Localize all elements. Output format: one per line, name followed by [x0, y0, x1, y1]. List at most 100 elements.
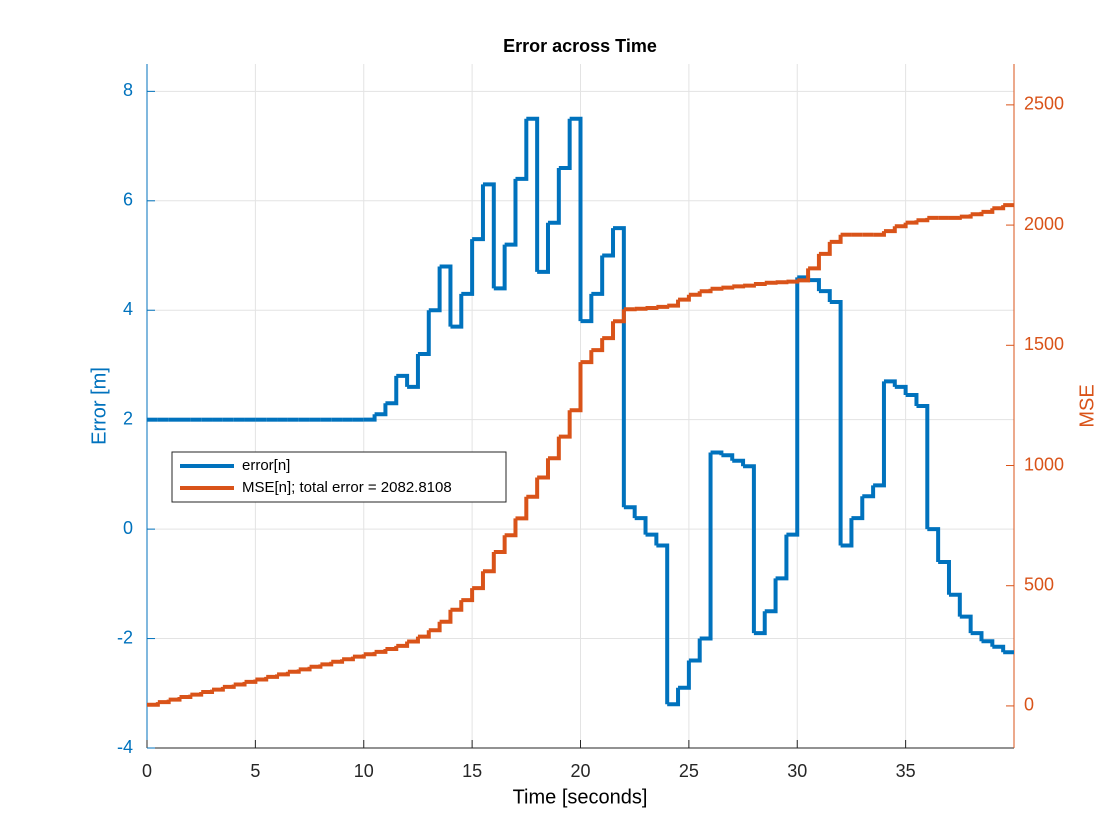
- x-tick-label: 15: [462, 761, 482, 781]
- x-tick-label: 20: [570, 761, 590, 781]
- step: [450, 600, 464, 612]
- step: [472, 184, 485, 242]
- step: [981, 208, 995, 214]
- step: [417, 630, 431, 639]
- step: [970, 211, 984, 217]
- step: [569, 362, 583, 413]
- step: [688, 638, 702, 663]
- step: [948, 215, 962, 220]
- step: [732, 284, 746, 289]
- step: [547, 436, 561, 461]
- y-tick-label: 0: [123, 518, 133, 538]
- step: [168, 697, 182, 702]
- step: [201, 689, 215, 694]
- step: [493, 244, 507, 291]
- x-tick-label: 25: [679, 761, 699, 781]
- step: [667, 687, 681, 707]
- step: [417, 310, 431, 357]
- series-line: [147, 116, 1014, 707]
- y2-tick-label: 1000: [1024, 454, 1064, 474]
- step: [407, 354, 420, 389]
- step: [743, 283, 756, 288]
- step: [558, 410, 572, 439]
- step: [905, 393, 919, 406]
- step: [547, 167, 561, 225]
- step: [407, 636, 420, 644]
- step: [764, 578, 778, 614]
- step: [613, 309, 626, 324]
- step: [580, 350, 594, 365]
- step: [212, 686, 225, 692]
- x-tick-label: 0: [142, 761, 152, 781]
- step: [461, 588, 475, 603]
- step: [678, 660, 691, 690]
- step: [721, 285, 735, 290]
- step: [515, 496, 529, 521]
- y-tick-label: -4: [117, 737, 133, 757]
- step: [634, 516, 648, 535]
- step: [515, 118, 529, 181]
- step: [710, 286, 724, 291]
- x-tick-label: 35: [896, 761, 916, 781]
- step: [374, 648, 388, 654]
- legend-box: [171, 451, 507, 503]
- step: [591, 255, 605, 296]
- step: [472, 571, 485, 591]
- step: [428, 266, 442, 313]
- step: [753, 281, 767, 286]
- step: [439, 264, 453, 327]
- step: [883, 226, 897, 234]
- step: [732, 458, 746, 467]
- step: [927, 527, 941, 562]
- step: [916, 217, 930, 223]
- step: [808, 278, 821, 292]
- step: [699, 288, 713, 294]
- y-tick-label: 8: [123, 80, 133, 100]
- step: [602, 228, 616, 258]
- step: [873, 381, 886, 488]
- step: [342, 656, 355, 662]
- step: [277, 671, 290, 677]
- step: [851, 496, 865, 521]
- step: [482, 552, 496, 574]
- step: [840, 518, 854, 548]
- step: [428, 621, 442, 633]
- step: [645, 306, 659, 311]
- step: [775, 534, 789, 581]
- step: [526, 477, 540, 499]
- step: [818, 241, 832, 256]
- x-tick-label: 5: [250, 761, 260, 781]
- y-tick-label: 4: [123, 299, 133, 319]
- step: [938, 559, 951, 595]
- step: [363, 651, 377, 657]
- x-tick-label: 30: [787, 761, 807, 781]
- step: [190, 691, 204, 697]
- step: [244, 679, 258, 684]
- step: [645, 532, 659, 546]
- step: [222, 684, 236, 689]
- step: [179, 694, 193, 700]
- step: [580, 293, 594, 324]
- step: [298, 666, 312, 672]
- step: [482, 182, 496, 289]
- step: [526, 116, 540, 272]
- step: [883, 379, 897, 387]
- step: [905, 220, 919, 225]
- series-line: [147, 203, 1014, 707]
- step: [818, 289, 832, 303]
- step: [894, 222, 908, 229]
- step: [537, 458, 550, 480]
- step: [504, 518, 518, 538]
- step: [147, 702, 160, 707]
- step: [233, 681, 247, 687]
- step: [385, 375, 399, 406]
- step: [721, 453, 735, 461]
- step: [678, 294, 691, 302]
- step: [569, 116, 583, 322]
- x-tick-label: 10: [354, 761, 374, 781]
- y2-tick-label: 1500: [1024, 334, 1064, 354]
- step: [970, 631, 984, 642]
- step: [656, 304, 670, 309]
- y-tick-label: 2: [123, 408, 133, 428]
- step: [450, 293, 464, 329]
